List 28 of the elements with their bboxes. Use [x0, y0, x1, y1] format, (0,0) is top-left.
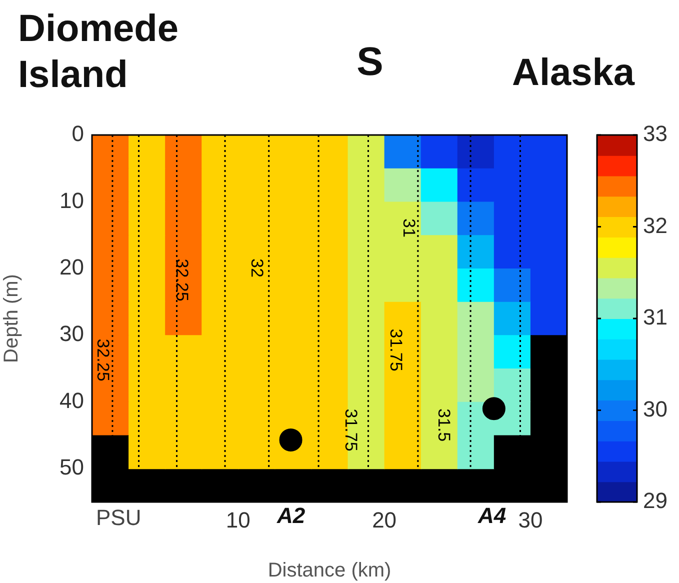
- annotation: 31.75: [386, 328, 406, 372]
- text: Diomede Island: [18, 7, 180, 98]
- chart-title: S: [356, 40, 384, 85]
- y-tick-label: 40: [60, 388, 84, 413]
- y-tick-label: 10: [60, 188, 84, 213]
- annotation: 31.75: [341, 408, 360, 452]
- text: A2: [276, 503, 306, 528]
- y-tick-label: 0: [72, 121, 84, 146]
- text: A4: [476, 503, 506, 528]
- x-tick-label: 20: [372, 507, 397, 532]
- y-tick-label: 20: [60, 254, 84, 280]
- color-bar-label: 33: [643, 121, 668, 146]
- annotation: 32.25: [93, 338, 112, 382]
- text: Alaska: [512, 52, 635, 95]
- annotation: 31: [399, 218, 418, 238]
- x-tick-label: 10: [226, 507, 250, 532]
- color-bar-label: 30: [643, 396, 668, 422]
- x-tick-label: 30: [518, 507, 543, 532]
- annotation: 32: [247, 258, 266, 278]
- x-axis-title: Distance (km): [268, 560, 392, 582]
- color-bar-label: 31: [643, 304, 668, 330]
- y-tick-label: 50: [60, 454, 84, 480]
- color-bar-label: 29: [643, 488, 668, 514]
- y-tick-label: 30: [60, 321, 84, 346]
- color-bar-label: 32: [643, 212, 668, 238]
- y-axis-title: Depth (m): [0, 274, 23, 363]
- annotation: 31.5: [434, 408, 454, 442]
- text: PSU: [96, 505, 142, 531]
